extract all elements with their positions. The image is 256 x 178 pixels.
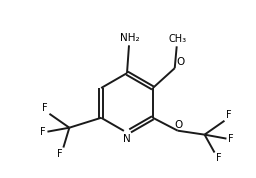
Text: O: O bbox=[175, 120, 183, 130]
Text: F: F bbox=[42, 103, 47, 113]
Text: F: F bbox=[228, 134, 234, 144]
Text: F: F bbox=[216, 153, 221, 163]
Text: F: F bbox=[40, 127, 46, 137]
Text: F: F bbox=[57, 148, 62, 159]
Text: O: O bbox=[177, 57, 185, 67]
Text: N: N bbox=[123, 134, 131, 144]
Text: NH₂: NH₂ bbox=[120, 33, 140, 43]
Text: CH₃: CH₃ bbox=[169, 34, 187, 44]
Text: F: F bbox=[227, 110, 232, 120]
